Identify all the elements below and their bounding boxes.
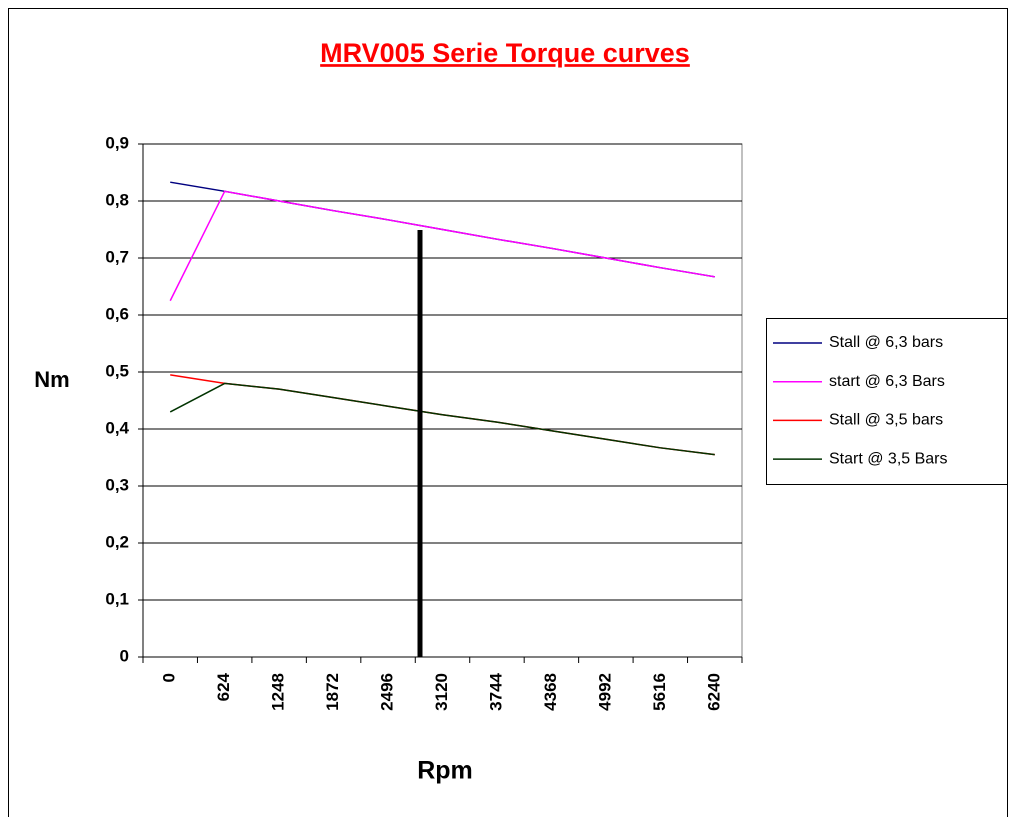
x-tick-label: 0 [160,673,179,682]
y-tick-label: 0,2 [105,532,129,551]
y-tick-label: 0,9 [105,133,129,152]
x-tick-label: 1248 [269,673,288,711]
legend-label: Stall @ 6,3 bars [829,334,943,351]
x-axis-label: Rpm [417,757,473,785]
x-tick-label: 5616 [650,673,669,711]
x-tick-label: 2496 [378,673,397,711]
legend [766,318,1008,485]
x-tick-label: 1872 [323,673,342,711]
y-tick-label: 0,7 [105,247,129,266]
x-tick-label: 4992 [595,673,614,711]
legend-label: Stall @ 3,5 bars [829,412,943,429]
legend-label: Start @ 3,5 Bars [829,450,948,467]
x-tick-label: 3120 [432,673,451,711]
x-tick-label: 3744 [486,672,505,710]
y-tick-label: 0,6 [105,304,129,323]
series-line [169,382,715,456]
x-tick-label: 624 [214,672,233,701]
y-tick-label: 0,1 [105,589,129,608]
y-tick-label: 0,8 [105,190,129,209]
y-tick-label: 0,4 [105,418,129,437]
chart-title: MRV005 Serie Torque curves [320,38,690,68]
y-tick-label: 0,5 [105,361,129,380]
legend-label: start @ 6,3 Bars [829,373,945,390]
y-axis-label: Nm [34,367,69,392]
x-tick-label: 4368 [541,673,560,711]
x-tick-label: 6240 [704,673,723,711]
series-line [169,190,715,302]
y-tick-label: 0 [120,646,129,665]
y-tick-label: 0,3 [105,475,129,494]
